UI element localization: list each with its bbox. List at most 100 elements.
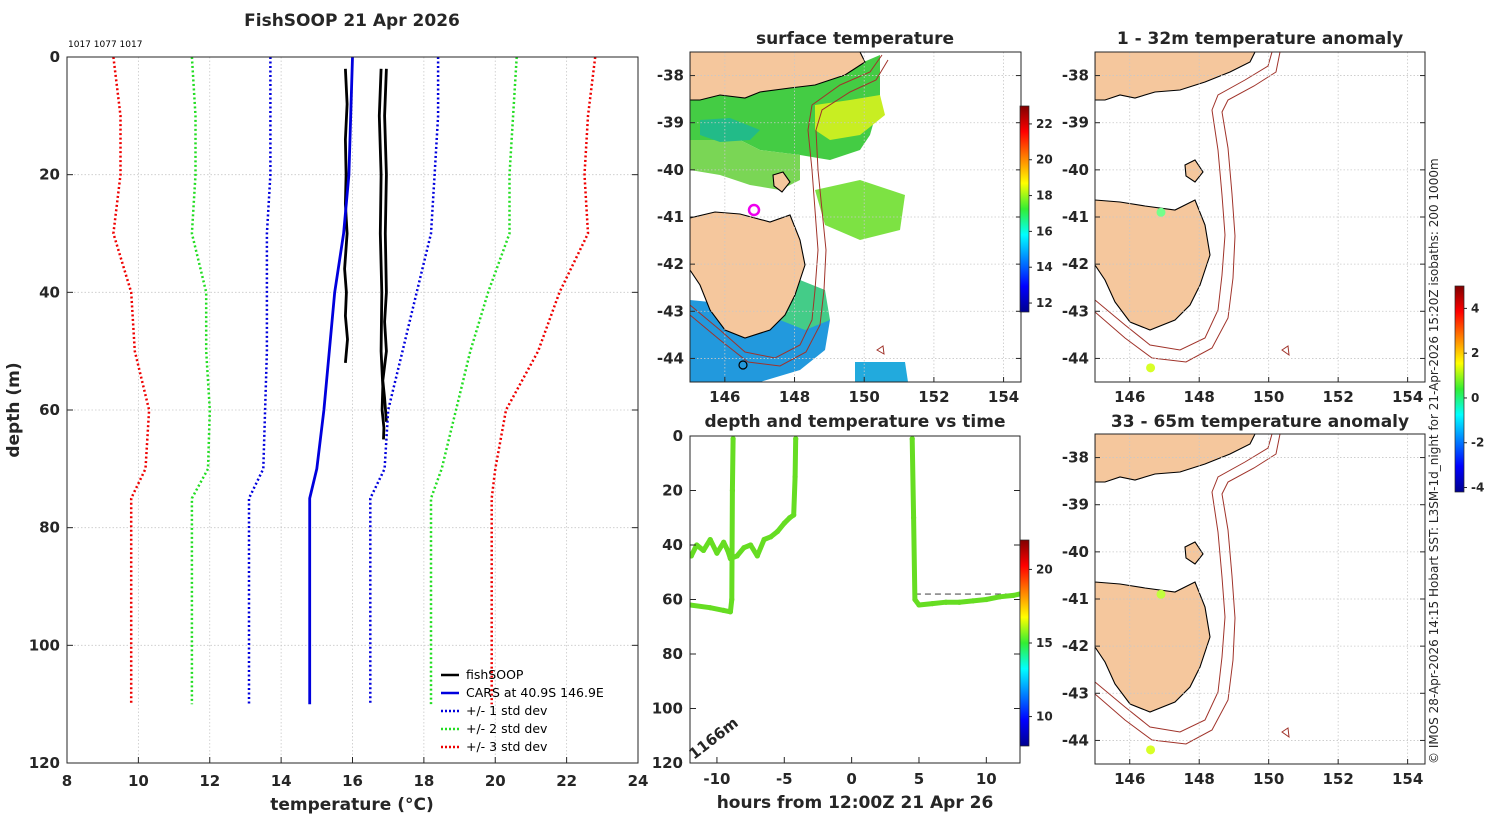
dt-ytick-label: 100 bbox=[652, 700, 683, 718]
dt-point bbox=[792, 474, 798, 480]
dt-point bbox=[721, 607, 727, 614]
sst-colorbar-tick-label: 12 bbox=[1036, 296, 1053, 310]
legend-label-std3: +/- 3 std dev bbox=[466, 739, 548, 754]
dt-point bbox=[909, 436, 915, 442]
sst-location-marker bbox=[747, 203, 761, 217]
dt-point bbox=[729, 596, 735, 603]
sst-colorbar-tick-label: 16 bbox=[1036, 224, 1053, 238]
dt-point bbox=[727, 609, 734, 615]
anom2-isobath-seamount bbox=[1281, 727, 1290, 739]
dt-point bbox=[741, 545, 747, 551]
sst-field-east-patch bbox=[815, 180, 905, 240]
profile-xlabel: temperature (°C) bbox=[270, 795, 434, 815]
dt-xtick-label: -5 bbox=[776, 770, 793, 788]
sst-xtick-label: 152 bbox=[918, 388, 949, 406]
sst-xtick-label: 150 bbox=[849, 388, 880, 406]
sst-field-warm bbox=[815, 95, 885, 140]
anom2-xtick-label: 154 bbox=[1392, 770, 1423, 788]
anom2-axes-box bbox=[1094, 433, 1426, 765]
legend-label-std2: +/- 2 std dev bbox=[466, 721, 548, 736]
anom1-ytick-label: -41 bbox=[1062, 208, 1089, 226]
anom2-xtick-label: 146 bbox=[1114, 770, 1145, 788]
profile-xtick-label: 22 bbox=[556, 772, 577, 790]
profile-series bbox=[112, 56, 597, 705]
dt-point bbox=[774, 528, 781, 534]
dt-point bbox=[714, 550, 720, 556]
anom2-xtick-label: 152 bbox=[1323, 770, 1354, 788]
anom2-point bbox=[1156, 589, 1166, 599]
profile-series--2-std-dev bbox=[429, 56, 518, 705]
dt-title: depth and temperature vs time bbox=[705, 412, 1006, 432]
dt-track-tow-1 bbox=[690, 436, 736, 615]
anom2-ytick-label: -40 bbox=[1062, 543, 1089, 561]
sst-field-cool bbox=[700, 118, 760, 142]
anom1-xtick-label: 148 bbox=[1184, 388, 1215, 406]
dt-point bbox=[943, 599, 949, 605]
profile-series--1-std-dev bbox=[247, 57, 272, 705]
dt-point bbox=[781, 520, 787, 526]
anomaly-colorbar-tick-label: 0 bbox=[1471, 391, 1479, 405]
legend-label-std1: +/- 1 std dev bbox=[466, 703, 548, 718]
dt-point bbox=[690, 602, 693, 608]
dt-point bbox=[1017, 591, 1020, 597]
profile-series--2-std-dev bbox=[190, 56, 212, 705]
profile-grid bbox=[67, 57, 638, 763]
dt-colorbar-tick-label: 10 bbox=[1036, 710, 1053, 724]
sst-ytick-label: -41 bbox=[657, 208, 684, 226]
anom1-xtick-label: 146 bbox=[1114, 388, 1145, 406]
anom2-isobath-1000 bbox=[1095, 434, 1281, 745]
anom2-map-layer bbox=[1095, 434, 1290, 745]
dt-point bbox=[916, 602, 922, 608]
profile-series-fishsoop-cast-1 bbox=[343, 68, 349, 364]
dt-ytick-label: 40 bbox=[662, 536, 683, 554]
sst-colorbar-ticks: 12 14 16 18 20 22 bbox=[1029, 117, 1053, 310]
anom1-xtick-label: 152 bbox=[1323, 388, 1354, 406]
profile-xtick-label: 18 bbox=[413, 772, 434, 790]
legend-label-fishsoop: fishSOOP bbox=[466, 667, 524, 682]
sst-ytick-label: -38 bbox=[657, 67, 684, 85]
dt-ytick-label: 20 bbox=[662, 482, 683, 500]
profile-xtick-label: 10 bbox=[128, 772, 149, 790]
anom2-ytick-label: -41 bbox=[1062, 590, 1089, 608]
anom1-land-victoria bbox=[1095, 52, 1256, 101]
dt-point bbox=[791, 512, 797, 518]
profile-xtick-label: 14 bbox=[271, 772, 292, 790]
anom2-title: 33 - 65m temperature anomaly bbox=[1111, 412, 1409, 432]
dt-series bbox=[690, 436, 1020, 615]
sst-colorbar-tick-label: 18 bbox=[1036, 189, 1053, 203]
anom1-land-flinders-island bbox=[1184, 159, 1204, 183]
dt-xtick-label: 0 bbox=[846, 770, 856, 788]
profile-ytick-label: 100 bbox=[29, 636, 60, 654]
dt-xtick-label: 5 bbox=[914, 770, 924, 788]
sst-ticks: 146 148 150 152 154 -38 -39 -40 -41 -42 -43 -44 bbox=[657, 52, 1021, 406]
dt-point bbox=[729, 487, 736, 494]
profile-ylabel: depth (m) bbox=[4, 362, 24, 457]
dt-point bbox=[721, 539, 727, 545]
dt-point bbox=[690, 553, 694, 559]
anom1-point bbox=[1146, 363, 1156, 373]
profile-ytick-label: 0 bbox=[50, 48, 60, 66]
anom2-points bbox=[1146, 589, 1166, 755]
profile-ticks: 8 10 12 14 16 18 20 22 24 0 20 40 60 80 100 120 bbox=[29, 48, 649, 790]
dt-track-tow-3 bbox=[909, 436, 1020, 608]
dt-colorbar-ticks: 10 15 20 bbox=[1029, 562, 1053, 724]
anom2-ytick-label: -43 bbox=[1062, 684, 1089, 702]
legend-label-cars: CARS at 40.9S 146.9E bbox=[466, 685, 604, 700]
anomaly-colorbar-tick-label: 4 bbox=[1471, 301, 1479, 315]
dt-point bbox=[929, 600, 936, 607]
profile-xtick-label: 24 bbox=[628, 772, 649, 790]
dt-point bbox=[707, 536, 713, 543]
profile-xtick-label: 8 bbox=[62, 772, 72, 790]
anom2-land-flinders-island bbox=[1184, 541, 1204, 565]
sst-isobath-200 bbox=[690, 54, 883, 359]
dt-point bbox=[1010, 592, 1016, 599]
sst-ytick-label: -42 bbox=[657, 255, 684, 273]
dt-point bbox=[694, 542, 700, 548]
dt-point bbox=[730, 436, 736, 442]
dt-ytick-label: 0 bbox=[673, 427, 683, 445]
dt-point bbox=[768, 534, 774, 540]
dt-point bbox=[761, 536, 767, 543]
anom2-land-victoria bbox=[1095, 434, 1256, 483]
anom2-ytick-label: -44 bbox=[1062, 731, 1089, 749]
